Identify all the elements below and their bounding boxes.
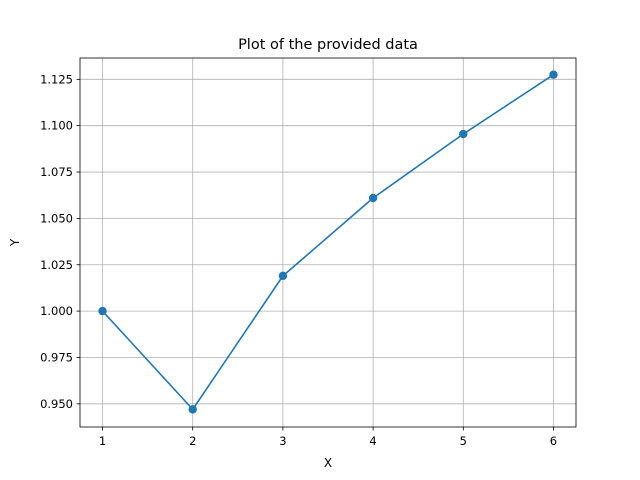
axes-frame bbox=[79, 57, 577, 428]
y-tick-label: 1.125 bbox=[40, 72, 73, 86]
y-axis-label: Y bbox=[8, 238, 22, 247]
x-tick-label: 4 bbox=[369, 434, 376, 448]
y-tick-label: 0.950 bbox=[40, 397, 73, 411]
data-point bbox=[459, 129, 468, 139]
data-point bbox=[278, 271, 288, 281]
y-tick-label: 1.050 bbox=[40, 211, 73, 225]
data-point bbox=[549, 70, 558, 79]
data-series bbox=[98, 70, 558, 414]
x-tick-label: 6 bbox=[550, 434, 557, 448]
plot-area bbox=[80, 58, 576, 427]
series-line bbox=[101, 74, 554, 411]
y-tick-label: 1.100 bbox=[40, 119, 73, 133]
x-tick-label: 2 bbox=[189, 434, 196, 448]
data-point bbox=[368, 193, 378, 203]
x-axis-ticks: 1 2 3 4 5 6 bbox=[99, 427, 557, 448]
y-tick-label: 1.025 bbox=[40, 258, 73, 272]
chart-title: Plot of the provided data bbox=[238, 37, 418, 53]
y-tick-label: 1.000 bbox=[40, 304, 73, 318]
y-tick-label: 1.075 bbox=[40, 165, 73, 179]
grid-lines bbox=[80, 58, 576, 427]
y-tick-label: 0.975 bbox=[40, 350, 73, 364]
x-tick-label: 3 bbox=[279, 434, 286, 448]
x-axis-label: X bbox=[324, 456, 332, 470]
data-point bbox=[188, 405, 197, 414]
x-tick-label: 1 bbox=[99, 434, 106, 448]
y-axis-ticks: 0.950 0.975 1.000 1.025 1.050 1.075 1.100 1.125 bbox=[40, 72, 80, 411]
x-tick-label: 5 bbox=[460, 434, 467, 448]
data-point bbox=[98, 306, 107, 316]
